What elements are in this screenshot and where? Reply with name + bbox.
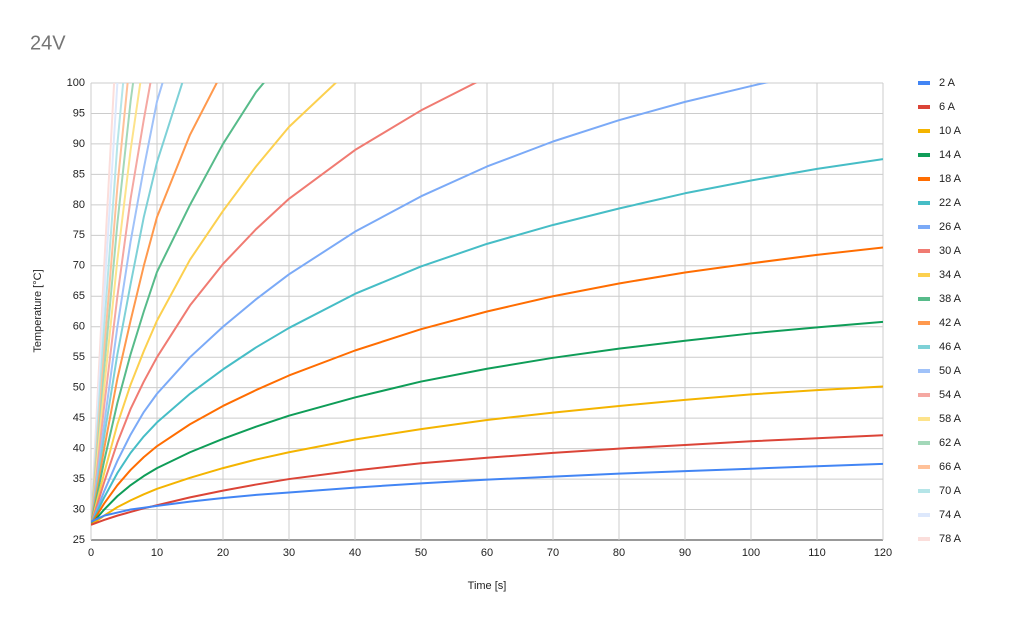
legend-label: 38 A — [939, 293, 962, 305]
legend-label: 6 A — [939, 101, 956, 113]
y-tick-label: 35 — [73, 473, 85, 485]
x-tick-label: 10 — [151, 547, 163, 559]
legend-label: 34 A — [939, 269, 962, 281]
series-line — [91, 83, 218, 525]
legend-label: 74 A — [939, 509, 962, 521]
legend-label: 62 A — [939, 437, 962, 449]
y-tick-label: 95 — [73, 107, 85, 119]
legend-swatch — [918, 81, 930, 85]
series-line — [91, 83, 152, 525]
legend-label: 42 A — [939, 317, 962, 329]
legend-label: 50 A — [939, 365, 962, 377]
y-tick-label: 85 — [73, 168, 85, 180]
x-tick-label: 90 — [679, 547, 691, 559]
legend-swatch — [918, 249, 930, 253]
plot-area — [91, 83, 883, 526]
y-tick-label: 60 — [73, 321, 85, 333]
y-tick-label: 50 — [73, 382, 85, 394]
series-line — [91, 83, 142, 525]
legend-label: 78 A — [939, 533, 962, 545]
y-tick-label: 80 — [73, 199, 85, 211]
legend-label: 26 A — [939, 221, 962, 233]
legend-label: 46 A — [939, 341, 962, 353]
chart-title: 24V — [30, 32, 66, 54]
series-line — [91, 462, 883, 523]
y-tick-label: 40 — [73, 443, 85, 455]
legend-swatch — [918, 201, 930, 205]
legend-swatch — [918, 489, 930, 493]
series-line — [91, 246, 883, 526]
series-line — [91, 83, 265, 525]
series-line — [91, 83, 338, 526]
x-tick-label: 60 — [481, 547, 493, 559]
legend-swatch — [918, 273, 930, 277]
legend-label: 54 A — [939, 389, 962, 401]
legend-swatch — [918, 297, 930, 301]
y-tick-label: 90 — [73, 138, 85, 150]
legend-swatch — [918, 345, 930, 349]
legend-label: 2 A — [939, 77, 956, 89]
y-tick-label: 25 — [73, 534, 85, 546]
series-line — [91, 83, 769, 526]
legend-swatch — [918, 513, 930, 517]
legend-label: 10 A — [939, 125, 962, 137]
legend-label: 58 A — [939, 413, 962, 425]
x-tick-label: 50 — [415, 547, 427, 559]
legend-swatch — [918, 441, 930, 445]
legend-swatch — [918, 153, 930, 157]
legend-swatch — [918, 177, 930, 181]
y-tick-label: 30 — [73, 503, 85, 515]
series-line — [91, 158, 883, 526]
y-tick-label: 55 — [73, 351, 85, 363]
y-tick-label: 45 — [73, 412, 85, 424]
y-axis-label: Temperature [°C] — [32, 269, 44, 352]
legend-swatch — [918, 537, 930, 541]
x-axis-label: Time [s] — [468, 580, 507, 592]
legend-label: 22 A — [939, 197, 962, 209]
legend-swatch — [918, 465, 930, 469]
x-tick-label: 80 — [613, 547, 625, 559]
x-tick-label: 40 — [349, 547, 361, 559]
legend-label: 30 A — [939, 245, 962, 257]
legend-swatch — [918, 129, 930, 133]
x-tick-label: 120 — [874, 547, 892, 559]
series-line — [91, 320, 883, 526]
legend-label: 66 A — [939, 461, 962, 473]
x-tick-label: 30 — [283, 547, 295, 559]
series-line — [91, 434, 883, 526]
x-tick-label: 100 — [742, 547, 760, 559]
series-line — [91, 83, 478, 526]
x-tick-label: 20 — [217, 547, 229, 559]
series-line — [91, 385, 883, 526]
y-tick-label: 65 — [73, 290, 85, 302]
series-line — [91, 83, 135, 525]
x-tick-label: 0 — [88, 547, 94, 559]
legend-label: 18 A — [939, 173, 962, 185]
legend-swatch — [918, 417, 930, 421]
legend-label: 70 A — [939, 485, 962, 497]
x-tick-label: 70 — [547, 547, 559, 559]
legend-label: 14 A — [939, 149, 962, 161]
legend-swatch — [918, 225, 930, 229]
y-tick-label: 75 — [73, 229, 85, 241]
series-line — [91, 83, 164, 525]
legend-swatch — [918, 369, 930, 373]
y-tick-label: 100 — [67, 77, 85, 89]
y-tick-label: 70 — [73, 260, 85, 272]
legend-swatch — [918, 105, 930, 109]
x-tick-label: 110 — [808, 547, 826, 559]
legend-swatch — [918, 393, 930, 397]
series-line — [91, 83, 184, 525]
legend-swatch — [918, 321, 930, 325]
